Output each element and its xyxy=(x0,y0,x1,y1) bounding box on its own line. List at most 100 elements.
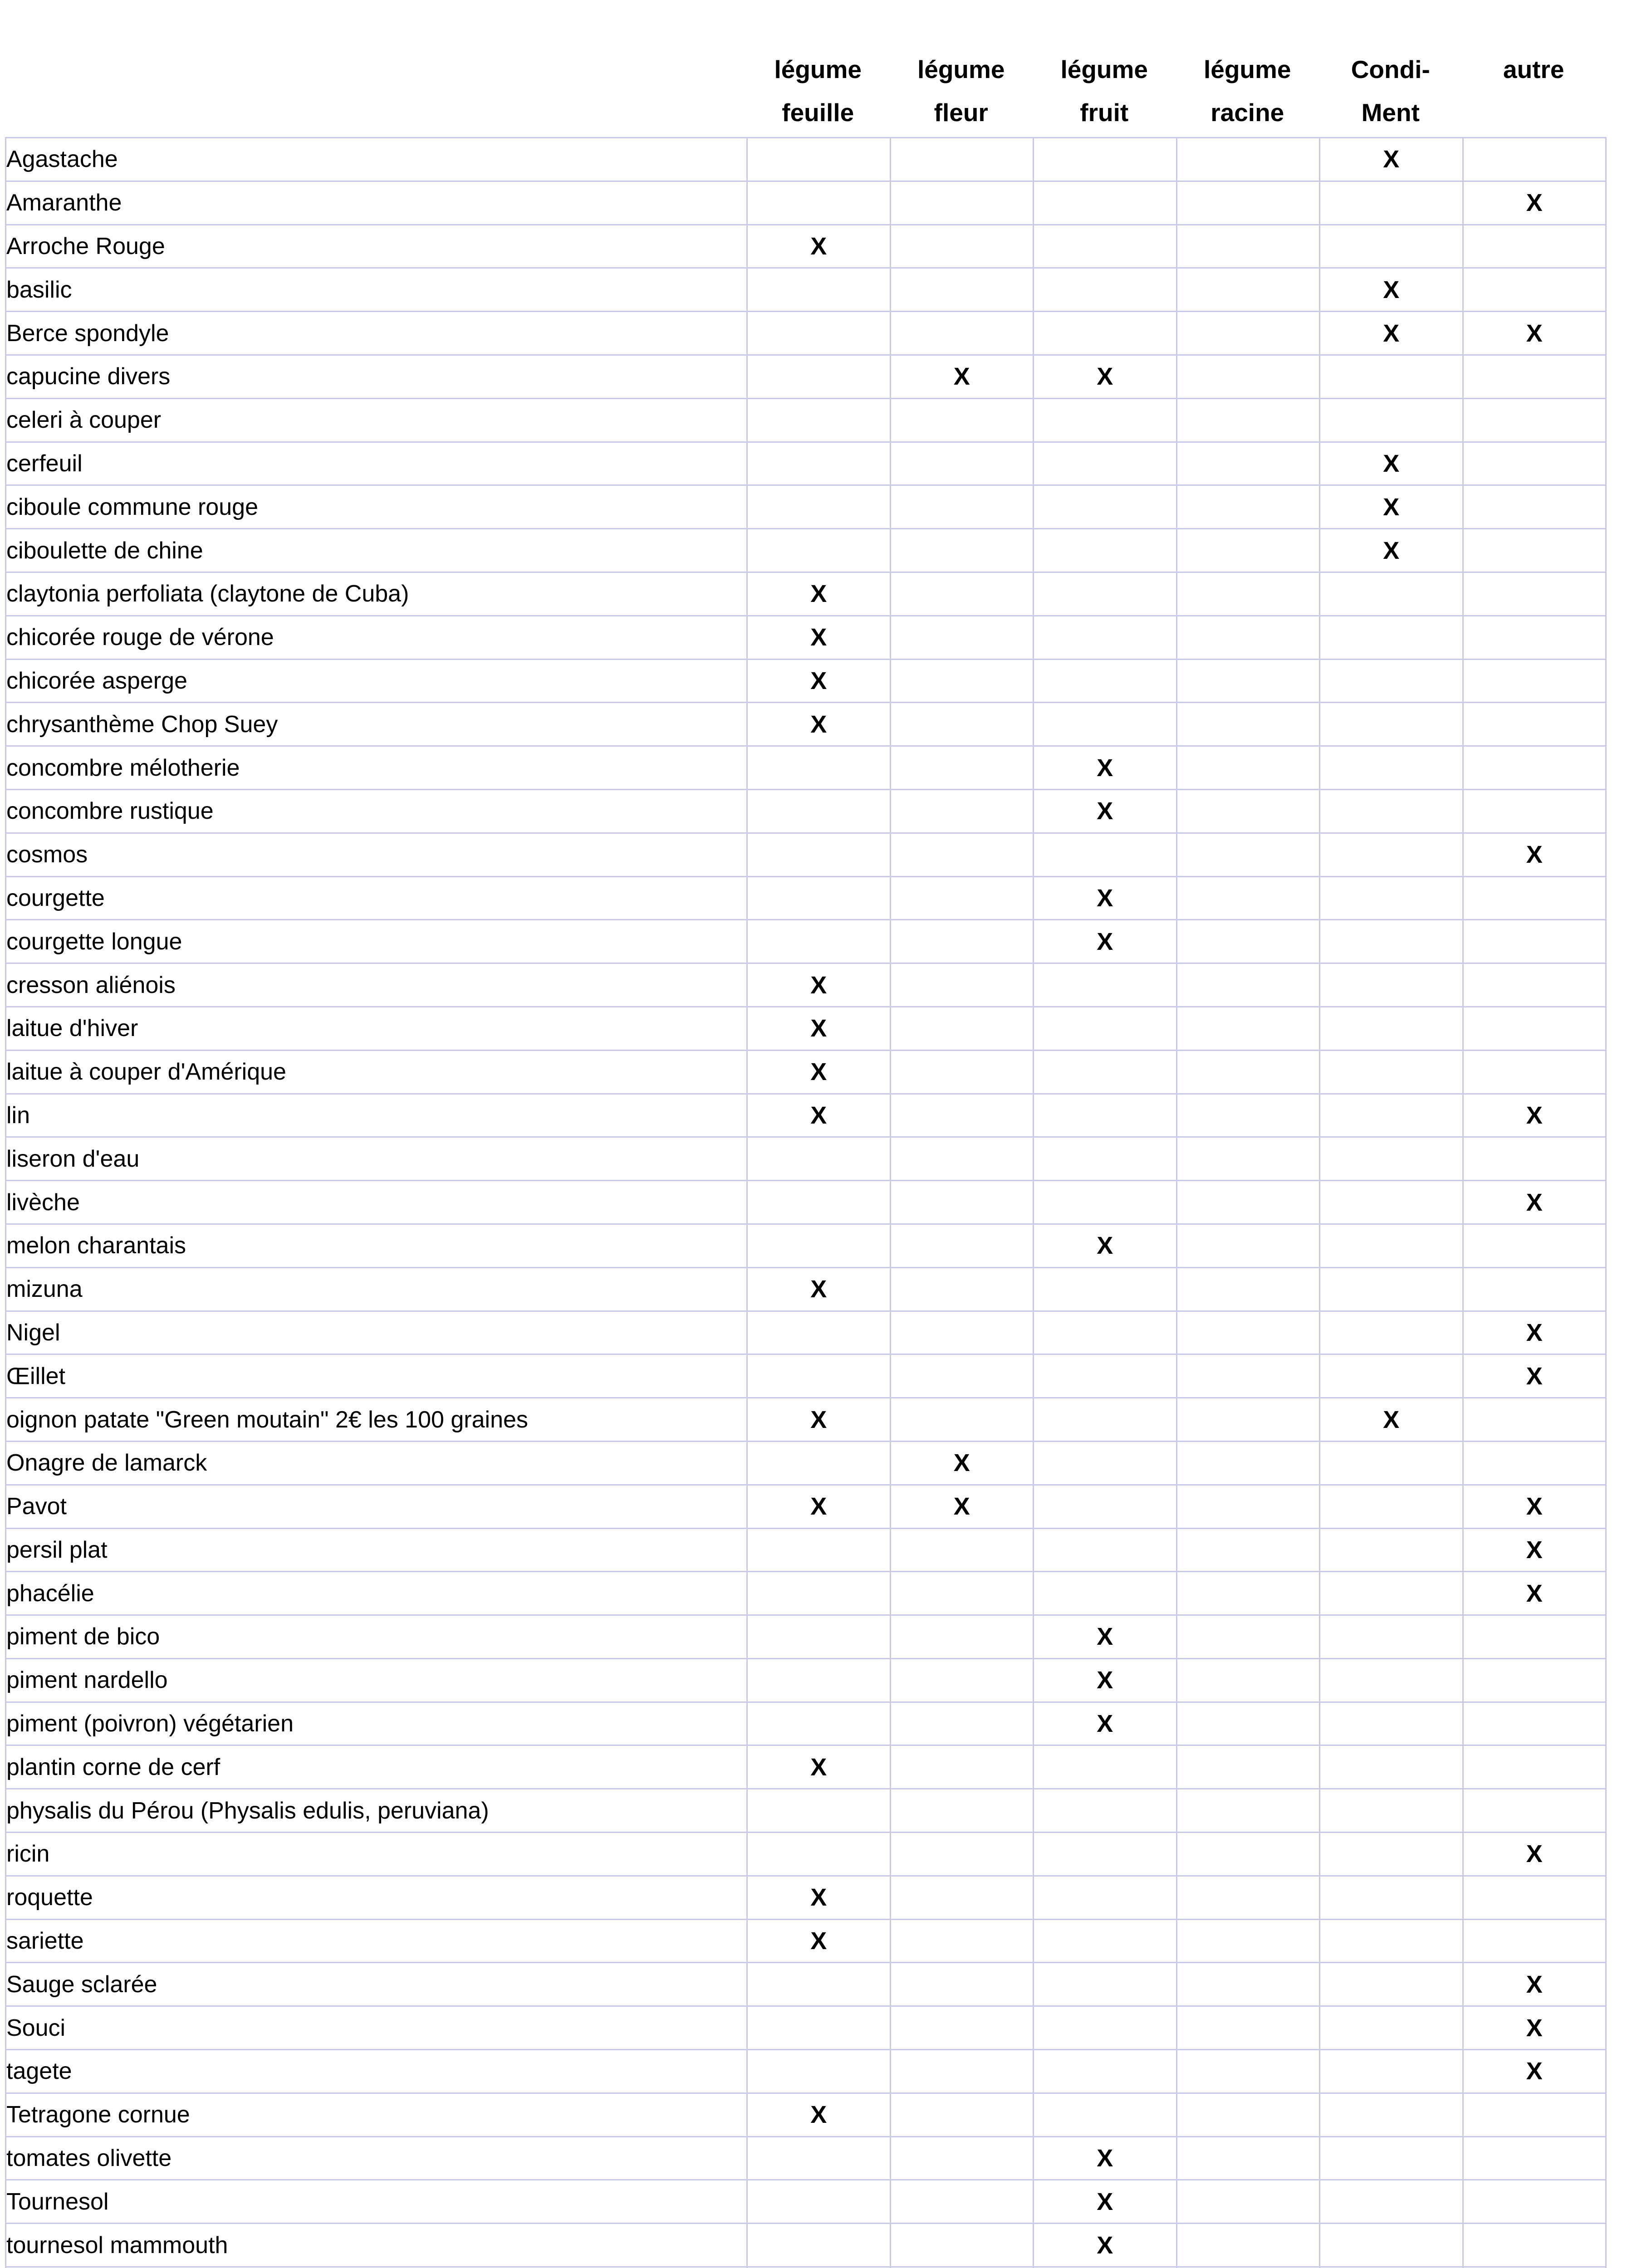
mark-cell-fleur xyxy=(889,1832,1034,1877)
row-label: celeri à couper xyxy=(5,397,748,443)
x-mark: X xyxy=(810,1406,827,1433)
mark-cell-fleur xyxy=(889,484,1034,530)
mark-cell-fleur xyxy=(889,2005,1034,2051)
x-mark: X xyxy=(1097,363,1113,391)
row-label: chicorée rouge de vérone xyxy=(5,615,748,660)
table-row: laitue à couper d'Amérique X xyxy=(5,1049,1607,1095)
x-mark: X xyxy=(810,1015,827,1042)
mark-cell-fruit xyxy=(1033,1788,1177,1833)
mark-cell-autre: X xyxy=(1462,1180,1607,1225)
mark-cell-feuille xyxy=(746,1136,891,1182)
table-row: Sauge sclarée X xyxy=(5,1962,1607,2007)
row-label: Pavot xyxy=(5,1484,748,1529)
mark-cell-fruit xyxy=(1033,1875,1177,1920)
row-label: basilic xyxy=(5,267,748,313)
row-label: Onagre de lamarck xyxy=(5,1440,748,1486)
table-row: courgette X xyxy=(5,875,1607,921)
mark-cell-feuille xyxy=(746,1310,891,1355)
column-header-line1: légume xyxy=(1060,55,1148,83)
mark-cell-fleur xyxy=(889,1049,1034,1095)
mark-cell-feuille: X xyxy=(746,1397,891,1442)
column-header-fleur: légume fleur xyxy=(890,48,1033,134)
mark-cell-autre xyxy=(1462,1440,1607,1486)
mark-cell-fleur: X xyxy=(889,1440,1034,1486)
x-mark: X xyxy=(1526,1493,1543,1520)
mark-cell-feuille xyxy=(746,354,891,399)
mark-cell-condiment xyxy=(1319,1832,1464,1877)
mark-cell-racine xyxy=(1176,1223,1320,1268)
mark-cell-racine xyxy=(1176,1657,1320,1703)
mark-cell-condiment xyxy=(1319,1093,1464,1138)
x-mark: X xyxy=(1526,1970,1543,1998)
mark-cell-racine xyxy=(1176,745,1320,790)
row-label: ricin xyxy=(5,1832,748,1877)
mark-cell-racine xyxy=(1176,1266,1320,1312)
table-row: Pavot X X X xyxy=(5,1484,1607,1529)
mark-cell-racine xyxy=(1176,1440,1320,1486)
mark-cell-feuille: X xyxy=(746,1875,891,1920)
row-label: Agastache xyxy=(5,137,748,182)
row-label: liseron d'eau xyxy=(5,1136,748,1182)
mark-cell-autre xyxy=(1462,615,1607,660)
mark-cell-autre: X xyxy=(1462,1310,1607,1355)
x-mark: X xyxy=(1526,841,1543,869)
mark-cell-fleur xyxy=(889,441,1034,486)
mark-cell-fleur xyxy=(889,224,1034,269)
mark-cell-autre xyxy=(1462,571,1607,616)
table-row: chicorée asperge X xyxy=(5,658,1607,704)
mark-cell-feuille xyxy=(746,528,891,573)
row-label: tomates olivette xyxy=(5,2136,748,2181)
mark-cell-fleur xyxy=(889,1875,1034,1920)
mark-cell-condiment xyxy=(1319,1571,1464,1616)
mark-cell-racine xyxy=(1176,137,1320,182)
table-row: piment de bico X xyxy=(5,1614,1607,1659)
mark-cell-fruit xyxy=(1033,702,1177,747)
mark-cell-autre xyxy=(1462,1875,1607,1920)
mark-cell-fleur xyxy=(889,963,1034,1007)
mark-cell-autre xyxy=(1462,2092,1607,2137)
mark-cell-feuille: X xyxy=(746,1006,891,1051)
mark-cell-feuille xyxy=(746,2005,891,2051)
mark-cell-racine xyxy=(1176,1484,1320,1529)
column-header-line1: légume xyxy=(1203,55,1291,83)
mark-cell-fruit xyxy=(1033,1310,1177,1355)
mark-cell-racine xyxy=(1176,2223,1320,2268)
mark-cell-condiment xyxy=(1319,1049,1464,1095)
x-mark: X xyxy=(1097,1667,1113,1694)
mark-cell-fruit xyxy=(1033,658,1177,704)
table-row: basilic X xyxy=(5,267,1607,313)
mark-cell-racine xyxy=(1176,2136,1320,2181)
mark-cell-fruit xyxy=(1033,2266,1177,2268)
mark-cell-fleur xyxy=(889,745,1034,790)
mark-cell-feuille: X xyxy=(746,571,891,616)
mark-cell-fruit xyxy=(1033,2092,1177,2137)
mark-cell-feuille xyxy=(746,267,891,313)
mark-cell-fruit xyxy=(1033,267,1177,313)
table-row: Onagre de lamarck X xyxy=(5,1440,1607,1486)
mark-cell-fleur xyxy=(889,528,1034,573)
table-row: phacélie X xyxy=(5,1571,1607,1616)
mark-cell-condiment xyxy=(1319,1180,1464,1225)
mark-cell-fleur xyxy=(889,1093,1034,1138)
mark-cell-fleur xyxy=(889,137,1034,182)
mark-cell-feuille xyxy=(746,1832,891,1877)
table-row: Berce spondyle X X xyxy=(5,311,1607,356)
column-header-line2: fruit xyxy=(1080,98,1129,127)
mark-cell-condiment: X xyxy=(1319,484,1464,530)
mark-cell-racine xyxy=(1176,1093,1320,1138)
column-header-line1: Condi- xyxy=(1351,55,1430,83)
row-label: courgette longue xyxy=(5,919,748,964)
mark-cell-autre xyxy=(1462,1788,1607,1833)
mark-cell-condiment xyxy=(1319,875,1464,921)
mark-cell-racine xyxy=(1176,397,1320,443)
row-label: claytonia perfoliata (claytone de Cuba) xyxy=(5,571,748,616)
x-mark: X xyxy=(810,1058,827,1086)
table-row: concombre mélotherie X xyxy=(5,745,1607,790)
mark-cell-autre: X xyxy=(1462,311,1607,356)
mark-cell-autre xyxy=(1462,1266,1607,1312)
mark-cell-racine xyxy=(1176,615,1320,660)
column-header-feuille: légume feuille xyxy=(746,48,890,134)
mark-cell-condiment xyxy=(1319,397,1464,443)
mark-cell-fruit: X xyxy=(1033,354,1177,399)
